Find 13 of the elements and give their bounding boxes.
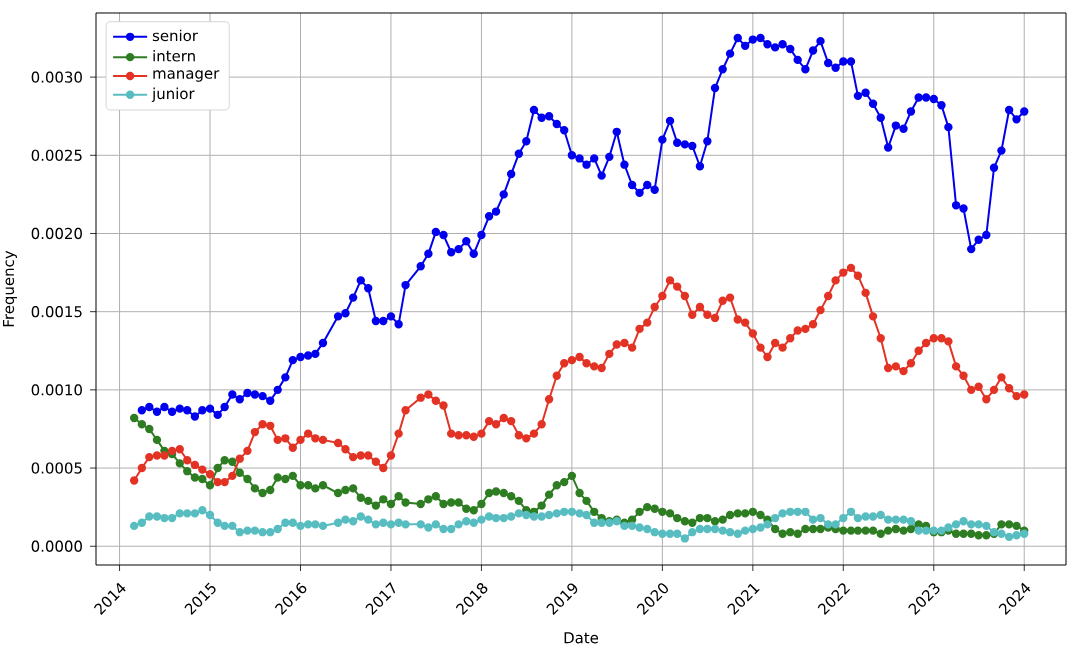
legend-label: senior bbox=[152, 29, 198, 42]
y-tick-label: 0.0025 bbox=[31, 149, 82, 161]
y-axis-title: Frequency bbox=[3, 250, 17, 327]
y-tick-label: 0.0020 bbox=[31, 227, 82, 240]
y-tick-label: 0.0030 bbox=[31, 71, 82, 83]
y-tick-label: 0.0000 bbox=[31, 540, 82, 552]
legend-label: intern bbox=[153, 49, 195, 62]
x-axis-title: Date bbox=[564, 632, 599, 644]
legend-label: manager bbox=[153, 70, 220, 82]
y-tick-label: 0.0015 bbox=[31, 306, 82, 318]
y-tick-label: 0.0005 bbox=[31, 462, 82, 474]
legend-label: junior bbox=[151, 87, 195, 103]
y-tick-label: 0.0010 bbox=[31, 384, 82, 396]
